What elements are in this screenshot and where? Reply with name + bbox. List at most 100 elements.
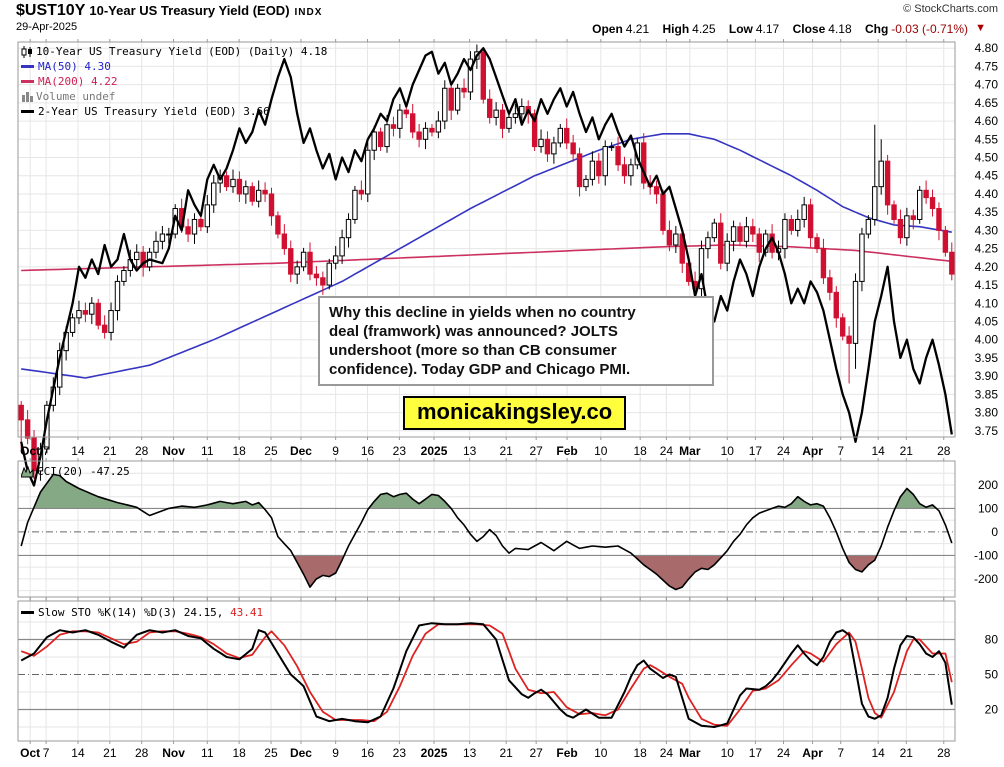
y-axis-label: 4.50 — [975, 151, 999, 165]
x-axis-label: Oct — [20, 746, 40, 760]
candle-body — [557, 127, 564, 144]
candle-body — [923, 189, 929, 199]
candle-body — [345, 218, 352, 239]
ma200-label: MA(200) 4.22 — [38, 75, 118, 88]
candle-body — [185, 226, 191, 235]
y-axis-label: -100 — [974, 548, 998, 562]
candle-body — [249, 186, 255, 202]
x-axis-label: 21 — [900, 746, 914, 760]
x-axis-label: 27 — [529, 444, 543, 458]
x-axis-label: 18 — [633, 444, 647, 458]
candle-body — [673, 233, 679, 246]
candle-body — [949, 251, 955, 275]
y-axis-label: 4.70 — [975, 78, 999, 92]
candle-body — [339, 237, 345, 257]
x-axis-label: 21 — [900, 444, 914, 458]
y-axis-label: 4.25 — [975, 242, 999, 256]
candle-body — [397, 109, 403, 129]
main-legend: 10-Year US Treasury Yield (EOD) (Daily) … — [21, 44, 327, 119]
candle-body — [917, 189, 923, 220]
x-axis-label: 7 — [837, 444, 844, 458]
x-axis-label: 24 — [777, 746, 791, 760]
candle-body — [435, 120, 442, 133]
candle-body — [660, 193, 666, 231]
candle-body — [448, 87, 454, 111]
x-axis-label: 28 — [937, 746, 951, 760]
sto-d-value: 43.41 — [230, 606, 264, 619]
candle-body — [814, 237, 820, 250]
ma50-line — [21, 133, 952, 379]
open-label: Open — [592, 22, 623, 36]
candle-body — [204, 204, 211, 228]
y-axis-label: 4.15 — [975, 278, 999, 292]
cci-area-icon — [20, 465, 34, 478]
candle-body — [300, 251, 307, 268]
x-axis-label: Feb — [556, 746, 577, 760]
x-axis-label: 11 — [201, 746, 214, 760]
candle-body — [576, 153, 583, 188]
chg-value: -0.03 (-0.71%) — [891, 22, 968, 36]
ma200-line — [21, 244, 952, 272]
x-axis-label: 16 — [361, 746, 375, 760]
y-axis-label: 4.45 — [975, 169, 999, 183]
candle-body — [807, 204, 814, 239]
sto-line-icon — [21, 611, 34, 614]
candle-body — [493, 109, 499, 118]
candle-body — [384, 124, 390, 148]
panel-border — [17, 41, 956, 438]
sto-legend: Slow STO %K(14) %D(3) 24.15, 43.41 — [21, 605, 263, 620]
chg-label: Chg — [864, 22, 889, 36]
x-axis-label: 13 — [463, 746, 477, 760]
candle-body — [24, 419, 31, 439]
close-value: 4.18 — [828, 22, 852, 36]
ma200-line-icon — [21, 80, 34, 83]
candle-body — [371, 131, 377, 151]
volume-label: Volume undef — [36, 90, 116, 103]
x-axis-label: 11 — [201, 444, 214, 458]
candle-body — [409, 113, 416, 133]
candle-body — [750, 226, 756, 235]
candle-body — [730, 226, 737, 242]
annotation-box: Why this decline in yields when no count… — [318, 296, 714, 386]
candle-body — [198, 218, 204, 228]
x-axis-label: 23 — [393, 444, 407, 458]
candle-body — [878, 160, 884, 188]
candle-body — [159, 233, 166, 242]
y-axis-label: 80 — [985, 633, 999, 647]
x-axis-label: 18 — [232, 746, 246, 760]
candle-body — [531, 113, 538, 148]
x-axis-label: 25 — [264, 746, 278, 760]
candle-body — [467, 58, 474, 93]
x-axis-label: 13 — [463, 444, 477, 458]
sto-k-line — [20, 622, 953, 728]
x-axis-label: 23 — [393, 746, 407, 760]
y-axis-label: 200 — [978, 478, 998, 492]
candle-body — [121, 269, 127, 282]
ma200-legend: MA(200) 4.22 — [21, 74, 327, 89]
candle-body — [89, 302, 95, 315]
x-axis-label: 9 — [332, 746, 339, 760]
y-axis-label: 4.65 — [975, 96, 999, 110]
y-axis-label: 100 — [978, 501, 998, 515]
candle-body — [255, 189, 262, 202]
x-axis-label: Mar — [679, 746, 701, 760]
x-axis-label: 21 — [103, 444, 117, 458]
candle-body — [153, 240, 159, 253]
y-axis-label: 4.20 — [975, 260, 999, 274]
candle-body — [480, 51, 486, 100]
candle-body — [872, 186, 878, 220]
candle-body — [519, 105, 525, 115]
candle-body — [666, 229, 673, 246]
candle-body — [326, 262, 332, 286]
candle-body — [628, 164, 634, 177]
ma50-legend: MA(50) 4.30 — [21, 59, 327, 74]
candle-body — [621, 164, 628, 177]
exchange-label: INDX — [294, 7, 323, 18]
candle-body — [487, 98, 493, 118]
candle-body — [756, 233, 762, 253]
candle-body — [833, 291, 839, 319]
candle-body — [737, 226, 743, 242]
candle-body — [897, 218, 904, 239]
candle-body — [641, 142, 647, 184]
